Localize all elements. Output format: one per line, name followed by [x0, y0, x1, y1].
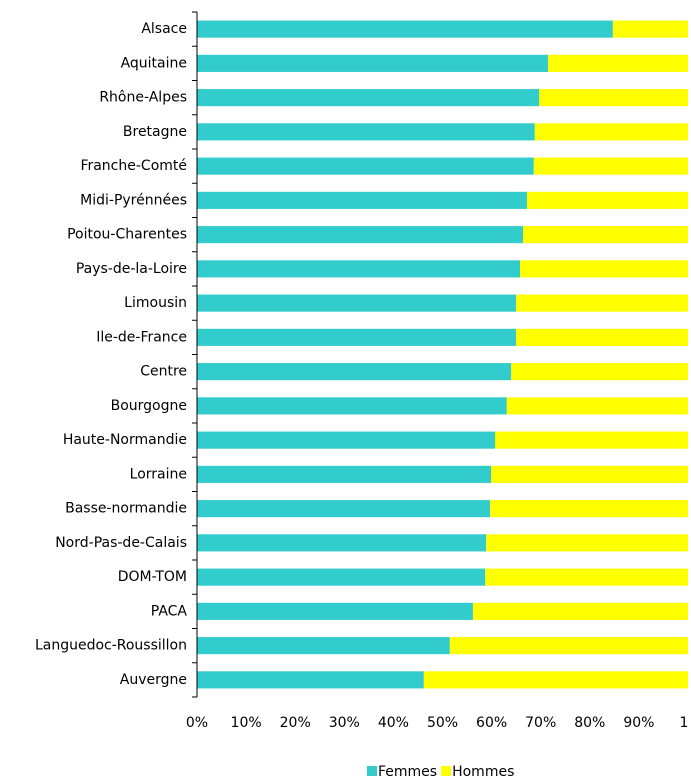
y-tick-label: Poitou-Charentes [67, 227, 187, 243]
bar-segment [491, 465, 688, 483]
x-tick-label: 50% [427, 715, 458, 731]
y-tick-label: Nord-Pas-de-Calais [55, 535, 187, 551]
bar-segment [197, 465, 492, 483]
legend-label: Hommes [452, 764, 514, 780]
x-tick-label: 70% [525, 715, 556, 731]
bar-segment [197, 123, 535, 141]
bar-segment [485, 568, 688, 586]
bar-segment [197, 431, 496, 449]
x-tick-label: 0% [186, 715, 208, 731]
y-tick-label: Midi-Pyrénnées [80, 192, 187, 208]
y-tick-label: Franche-Comté [80, 158, 187, 174]
bar-segment [197, 602, 473, 620]
y-tick-label: Languedoc-Roussillon [35, 638, 187, 654]
x-tick-label: 90% [623, 715, 654, 731]
bar-segment [516, 294, 688, 312]
y-tick-label: Auvergne [120, 672, 187, 688]
bar-segment [197, 363, 512, 381]
x-tick-label: 10% [231, 715, 262, 731]
bar-segment [197, 157, 534, 175]
x-tick-label: 40% [378, 715, 409, 731]
bar-segment [197, 671, 424, 689]
bar-segment [197, 260, 521, 278]
x-tick-label: 1 [680, 715, 689, 731]
bar-segment [526, 191, 688, 209]
bar-segment [449, 637, 688, 655]
bar-segment [506, 397, 688, 415]
bar-segment [472, 602, 688, 620]
y-tick-label: DOM-TOM [118, 569, 187, 585]
bar-segment [197, 568, 486, 586]
legend-label: Femmes [378, 764, 437, 780]
y-tick-label: Alsace [141, 21, 187, 37]
bar-segment [197, 500, 491, 518]
bar-segment [486, 534, 688, 552]
y-tick-label: PACA [151, 603, 188, 619]
bar-segment [534, 123, 688, 141]
bar-segment [516, 328, 688, 346]
y-tick-label: Haute-Normandie [63, 432, 187, 448]
x-tick-label: 30% [329, 715, 360, 731]
bar-segment [197, 534, 487, 552]
y-tick-label: Pays-de-la-Loire [76, 261, 187, 277]
y-tick-label: Aquitaine [121, 55, 187, 71]
bar-segment [423, 671, 688, 689]
bar-segment [197, 637, 450, 655]
bar-segment [495, 431, 688, 449]
y-tick-label: Ile-de-France [96, 329, 187, 345]
bar-segment [197, 20, 613, 38]
bar-segment [197, 294, 517, 312]
bar-segment [197, 191, 527, 209]
x-tick-label: 80% [574, 715, 605, 731]
bar-segment [490, 500, 688, 518]
bar-segment [197, 226, 524, 244]
y-tick-label: Bourgogne [111, 398, 187, 414]
bar-segment [548, 54, 688, 72]
y-tick-label: Basse-normandie [65, 501, 187, 517]
y-tick-label: Bretagne [123, 124, 187, 140]
bar-segment [612, 20, 688, 38]
bar-segment [523, 226, 688, 244]
bar-segment [197, 54, 549, 72]
bar-segment [533, 157, 688, 175]
bar-segment [511, 363, 688, 381]
y-tick-label: Centre [140, 364, 187, 380]
bar-segment [539, 89, 688, 107]
y-tick-label: Lorraine [130, 466, 187, 482]
bar-segment [197, 397, 507, 415]
bar-segment [197, 89, 540, 107]
y-tick-label: Rhône-Alpes [99, 90, 187, 106]
x-tick-label: 20% [280, 715, 311, 731]
y-tick-label: Limousin [124, 295, 187, 311]
legend-swatch [367, 766, 377, 776]
bar-segment [197, 328, 517, 346]
x-tick-label: 60% [476, 715, 507, 731]
legend-swatch [441, 766, 452, 776]
bar-segment [520, 260, 688, 278]
